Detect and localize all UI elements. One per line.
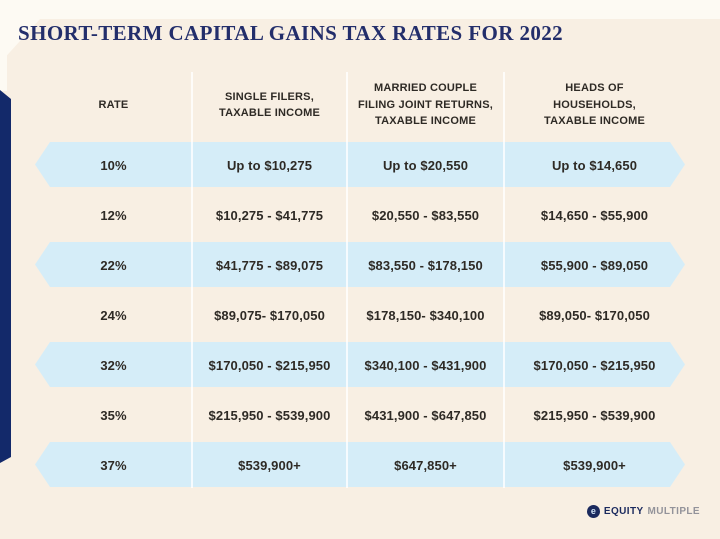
table-cell-single: $10,275 - $41,775 [215, 207, 324, 223]
column-header-line: SINGLE FILERS, [225, 90, 314, 103]
table-cell-rate: 22% [100, 257, 127, 273]
table-cell-married: $83,550 - $178,150 [368, 257, 483, 273]
tax-rates-table: RATE SINGLE FILERS, TAXABLE INCOME MARRIED … [35, 70, 685, 490]
column-header-line: HEADS OF [565, 82, 624, 95]
left-edge-strip [0, 19, 7, 91]
table-row: 22% $41,775 - $89,075 $83,550 - $178,150 $5… [35, 240, 685, 290]
logo-text-equity: EQUITY [603, 506, 644, 517]
table-cell-hoh: $170,050 - $215,950 [533, 357, 656, 373]
table-row: 10% Up to $10,275 Up to $20,550 Up to $14,6… [35, 140, 685, 190]
table-cell-hoh: $55,900 - $89,050 [540, 257, 649, 273]
table-rows: 10% Up to $10,275 Up to $20,550 Up to $14,6… [35, 140, 685, 490]
equitymultiple-logo-icon: e [586, 505, 600, 518]
column-divider-2 [346, 72, 348, 488]
column-header-line: TAXABLE INCOME [375, 115, 476, 128]
table-row: 35% $215,950 - $539,900 $431,900 - $647,85… [35, 390, 685, 440]
table-row: 32% $170,050 - $215,950 $340,100 - $431,90… [35, 340, 685, 390]
table-row: 24% $89,075- $170,050 $178,150- $340,100 $8… [35, 290, 685, 340]
column-header-line: MARRIED COUPLE [373, 82, 478, 95]
column-header-line: TAXABLE INCOME [219, 107, 320, 119]
table-cell-married: $647,850+ [394, 457, 457, 473]
top-edge-strip [0, 0, 720, 19]
column-header-line: FILING JOINT RETURNS, [358, 98, 493, 111]
table-row: 37% $539,900+ $647,850+ $539,900+ [35, 440, 685, 490]
column-header: SINGLE FILERS, TAXABLE INCOME [192, 70, 347, 140]
column-divider-3 [503, 72, 505, 488]
table-cell-rate: 24% [100, 307, 127, 323]
table-cell-married: $20,550 - $83,550 [371, 207, 480, 223]
table-header-row: RATE SINGLE FILERS, TAXABLE INCOME MARRIED … [35, 70, 685, 140]
column-header-line: HOUSEHOLDS, [553, 98, 636, 111]
left-accent-bar [0, 90, 11, 463]
column-header-line: RATE [98, 98, 129, 111]
table-cell-single: $41,775 - $89,075 [215, 257, 324, 273]
table-cell-rate: 12% [100, 207, 127, 223]
table-cell-single: $215,950 - $539,900 [208, 407, 331, 423]
table-cell-hoh: $14,650 - $55,900 [540, 207, 649, 223]
table-cell-hoh: Up to $14,650 [551, 157, 638, 173]
table-cell-rate: 37% [100, 457, 127, 473]
table-cell-hoh: $89,050- $170,050 [539, 307, 650, 323]
table-cell-married: $431,900 - $647,850 [364, 407, 487, 423]
column-divider-1 [191, 72, 193, 488]
table-cell-single: $539,900+ [238, 457, 301, 473]
table-cell-rate: 10% [100, 157, 127, 173]
page-title: SHORT-TERM CAPITAL GAINS TAX RATES FOR 2… [18, 21, 564, 45]
column-header-line: TAXABLE INCOME [544, 115, 645, 128]
equitymultiple-logo: e EQUITY MULTIPLE [586, 505, 700, 518]
table-cell-married: $178,150- $340,100 [366, 307, 485, 323]
table-cell-married: $340,100 - $431,900 [364, 357, 487, 373]
table-cell-single: Up to $10,275 [226, 157, 313, 173]
column-header: MARRIED COUPLE FILING JOINT RETURNS, TAXAB… [347, 70, 504, 140]
column-header: HEADS OF HOUSEHOLDS, TAXABLE INCOME [504, 70, 685, 140]
table-cell-single: $170,050 - $215,950 [208, 357, 331, 373]
table-cell-married: Up to $20,550 [382, 157, 469, 173]
table-cell-rate: 35% [100, 407, 127, 423]
table-cell-rate: 32% [100, 357, 127, 373]
table-row: 12% $10,275 - $41,775 $20,550 - $83,550 $14… [35, 190, 685, 240]
table-cell-hoh: $539,900+ [563, 457, 626, 473]
table-cell-hoh: $215,950 - $539,900 [533, 407, 656, 423]
column-header: RATE [35, 70, 192, 140]
logo-text-multiple: MULTIPLE [647, 506, 700, 517]
table-cell-single: $89,075- $170,050 [214, 307, 325, 323]
